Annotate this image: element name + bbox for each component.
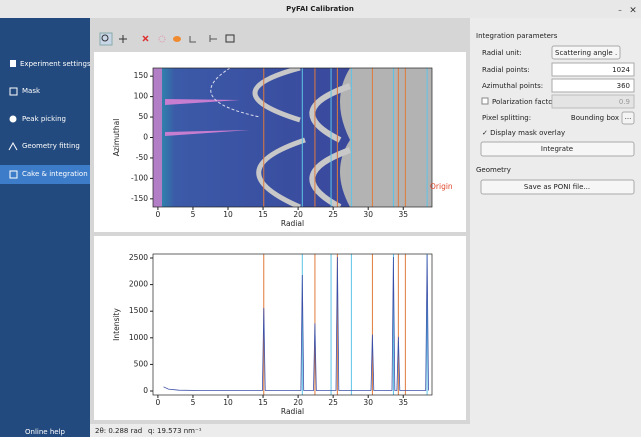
button-label: ...	[625, 113, 632, 121]
x-tick-label: 15	[258, 210, 268, 219]
field-label: Azimuthal points:	[482, 82, 543, 90]
x-axis-label: Radial	[281, 219, 304, 228]
x-tick-label: 25	[328, 398, 338, 407]
x-tick-label: 20	[293, 398, 303, 407]
side-panel: Integration parameters Radial unit: Scat…	[470, 18, 641, 437]
y-axis-label: Intensity	[112, 308, 121, 341]
checkbox-label[interactable]: ✓ Display mask overlay	[482, 129, 565, 137]
x-tick-label: 5	[191, 210, 196, 219]
x-tick-label: 35	[398, 398, 408, 407]
y-tick-label: -50	[136, 153, 148, 162]
section-title: Geometry	[476, 166, 511, 174]
y-tick-label: 1000	[129, 333, 148, 342]
y-tick-label: -100	[131, 173, 148, 182]
x-tick-label: 25	[328, 210, 338, 219]
x-tick-label: 10	[223, 398, 233, 407]
x-tick-label: 30	[363, 210, 373, 219]
icon	[10, 60, 16, 67]
input-value: 1024	[612, 66, 630, 74]
input-value: 360	[617, 82, 630, 90]
y-tick-label: 2500	[129, 253, 148, 262]
window-title: PyFAI Calibration	[286, 5, 354, 13]
field-label: Radial unit:	[482, 49, 522, 57]
y-tick-label: -150	[131, 194, 148, 203]
input-value: 0.9	[619, 98, 630, 106]
y-tick-label: 50	[138, 112, 148, 121]
icon	[10, 116, 17, 123]
nav-item[interactable]: Cake & integration	[22, 170, 88, 178]
x-tick-label: 30	[363, 398, 373, 407]
y-axis-label: Azimuthal	[112, 119, 121, 157]
y-tick-label: 0	[143, 386, 148, 395]
x-tick-label: 35	[398, 210, 408, 219]
origin-annotation: Origin	[430, 182, 453, 191]
x-tick-label: 10	[223, 210, 233, 219]
sidebar: Experiment settings Mask Peak picking Ge…	[0, 18, 91, 437]
sidebar-bg	[0, 18, 90, 437]
nav-item[interactable]: Experiment settings	[20, 60, 91, 68]
y-tick-label: 100	[134, 92, 149, 101]
section-title: Integration parameters	[476, 32, 558, 40]
nav-item[interactable]: Geometry fitting	[22, 142, 80, 150]
checkbox[interactable]	[482, 98, 488, 104]
y-tick-label: 0	[143, 133, 148, 142]
cake-image	[153, 68, 432, 207]
x-tick-label: 0	[156, 210, 161, 219]
x-tick-label: 15	[258, 398, 268, 407]
x-tick-label: 0	[156, 398, 161, 407]
status-2theta: 2θ: 0.288 rad	[95, 427, 142, 435]
help-link[interactable]: Online help	[25, 428, 65, 436]
button-label: Integrate	[541, 145, 573, 153]
integration-figure	[94, 236, 466, 420]
field-value: Bounding box	[571, 114, 619, 122]
minimize-button[interactable]: –	[618, 6, 622, 14]
y-tick-label: 1500	[129, 306, 148, 315]
image-strip	[153, 68, 162, 207]
combobox-value: Scattering angle .	[555, 49, 617, 57]
button-label: Save as PONI file...	[524, 183, 590, 191]
y-tick-label: 500	[134, 359, 149, 368]
y-tick-label: 150	[134, 71, 149, 80]
app-window: PyFAI Calibration – × Experiment setting…	[0, 0, 641, 437]
image-gray	[340, 68, 432, 207]
colormap-tool[interactable]	[173, 36, 181, 42]
field-label: Radial points:	[482, 66, 530, 74]
y-tick-label: 2000	[129, 280, 148, 289]
x-axis-label: Radial	[281, 407, 304, 416]
field-label: Pixel splitting:	[482, 114, 531, 122]
x-tick-label: 5	[191, 398, 196, 407]
nav-item[interactable]: Mask	[22, 87, 41, 95]
nav-item[interactable]: Peak picking	[22, 115, 66, 123]
status-bar	[90, 424, 470, 437]
status-q: q: 19.573 nm⁻¹	[148, 427, 202, 435]
field-label: Polarization factor:	[492, 98, 558, 106]
close-button[interactable]: ×	[629, 6, 637, 16]
x-tick-label: 20	[293, 210, 303, 219]
